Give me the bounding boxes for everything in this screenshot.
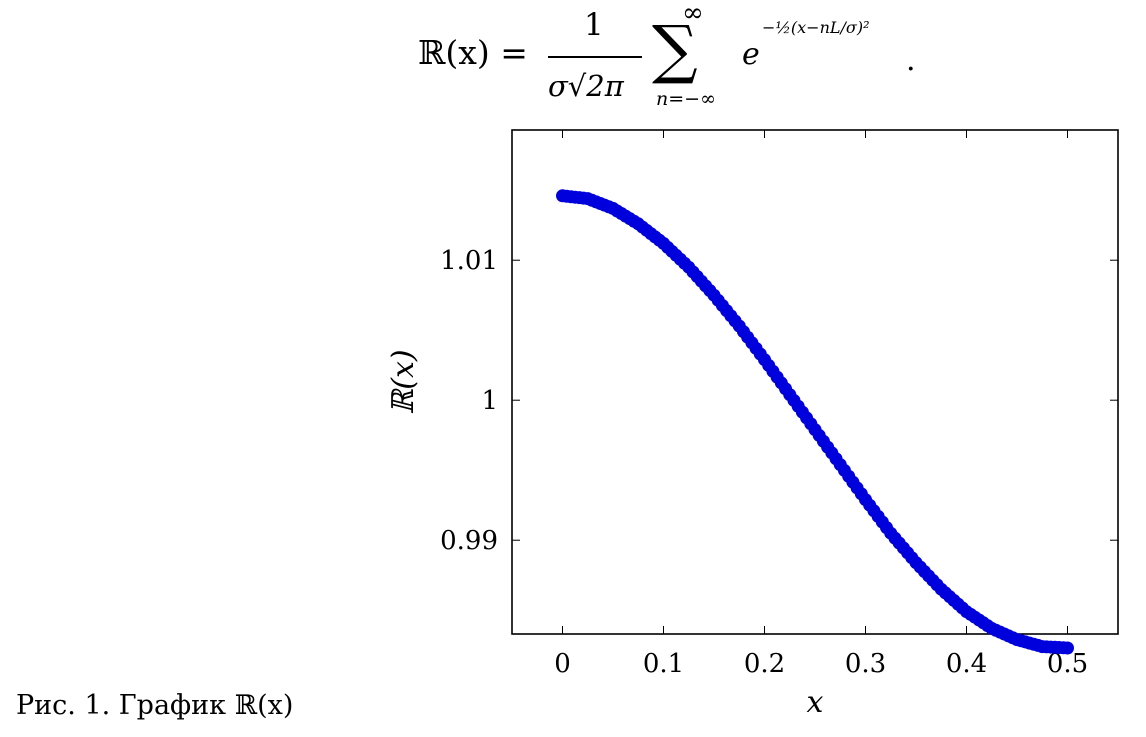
x-tick-label: 0.4	[946, 649, 987, 679]
formula-fraction-bar	[548, 56, 642, 58]
x-tick-label: 0.3	[845, 649, 886, 679]
y-axis-label: ℝ(x)	[386, 349, 421, 414]
y-tick-label: 0.99	[440, 526, 498, 556]
x-axis-label: x	[807, 685, 824, 720]
data-points	[556, 189, 1074, 655]
formula: ℝ(x) = 1 σ√2π ∞ ∑ n=−∞ e −½(x−nL/σ)² .	[0, 0, 1146, 115]
x-tick-label: 0.2	[744, 649, 785, 679]
formula-numerator: 1	[584, 7, 604, 43]
plot-frame	[511, 129, 1119, 635]
y-tick-label: 1.01	[440, 246, 498, 276]
axis-ticks	[512, 130, 1118, 634]
formula-end: .	[906, 43, 916, 78]
data-point	[1061, 641, 1074, 655]
figure-caption: Рис. 1. График ℝ(x)	[16, 690, 294, 721]
formula-denominator: σ√2π	[548, 69, 624, 103]
formula-sum-upper: ∞	[682, 0, 704, 28]
formula-sum-lower: n=−∞	[656, 88, 716, 110]
y-tick-label: 1	[481, 386, 498, 416]
formula-lhs: ℝ(x) =	[418, 33, 528, 72]
formula-sum-symbol: ∑	[652, 13, 698, 87]
formula-base: e	[742, 37, 760, 72]
x-tick-label: 0	[554, 649, 571, 679]
x-tick-label: 0.1	[643, 649, 684, 679]
formula-exponent: −½(x−nL/σ)²	[762, 18, 870, 37]
